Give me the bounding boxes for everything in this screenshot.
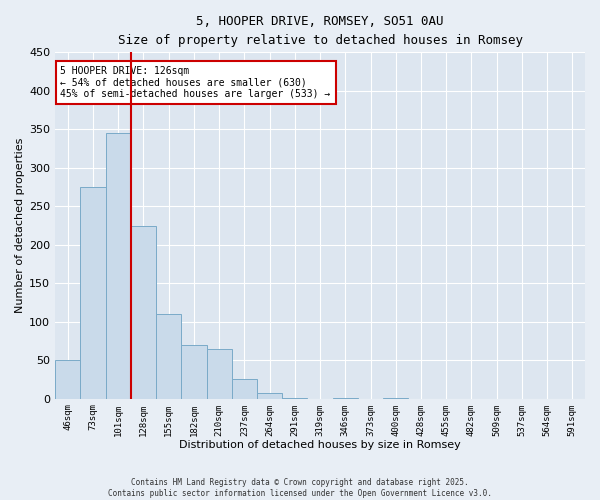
Bar: [80, 187, 106, 398]
Bar: [257, 394, 282, 398]
Bar: [156, 314, 181, 398]
Bar: [206, 348, 232, 399]
Text: 5 HOOPER DRIVE: 126sqm
← 54% of detached houses are smaller (630)
45% of semi-de: 5 HOOPER DRIVE: 126sqm ← 54% of detached…: [61, 66, 331, 100]
Bar: [232, 380, 257, 398]
Bar: [181, 345, 206, 399]
Y-axis label: Number of detached properties: Number of detached properties: [15, 138, 25, 313]
Title: 5, HOOPER DRIVE, ROMSEY, SO51 0AU
Size of property relative to detached houses i: 5, HOOPER DRIVE, ROMSEY, SO51 0AU Size o…: [118, 15, 523, 47]
Bar: [131, 226, 156, 398]
Text: Contains HM Land Registry data © Crown copyright and database right 2025.
Contai: Contains HM Land Registry data © Crown c…: [108, 478, 492, 498]
Bar: [55, 360, 80, 399]
X-axis label: Distribution of detached houses by size in Romsey: Distribution of detached houses by size …: [179, 440, 461, 450]
Bar: [106, 133, 131, 398]
